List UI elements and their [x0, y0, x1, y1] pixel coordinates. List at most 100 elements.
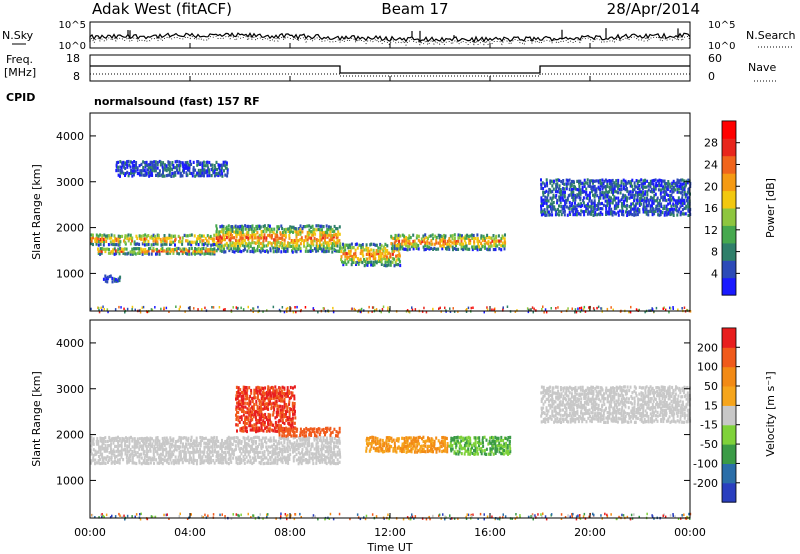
- heatmap-cell: [147, 437, 150, 441]
- heatmap-cell: [483, 242, 486, 246]
- heatmap-cell: [184, 161, 187, 165]
- heatmap-cell: [345, 243, 348, 247]
- heatmap-cell: [457, 310, 459, 313]
- heatmap-cell: [202, 234, 205, 238]
- heatmap-cell: [408, 234, 411, 238]
- heatmap-cell: [398, 239, 401, 243]
- heatmap-cell: [560, 189, 563, 194]
- heatmap-cell: [258, 238, 261, 242]
- heatmap-cell: [267, 427, 270, 431]
- heatmap-cell: [448, 247, 451, 251]
- heatmap-cell: [101, 444, 104, 448]
- heatmap-cell: [415, 242, 418, 246]
- heatmap-cell: [171, 162, 174, 166]
- heatmap-cell: [439, 241, 441, 245]
- heatmap-cell: [547, 199, 550, 203]
- heatmap-cell: [251, 418, 254, 422]
- heatmap-cell: [208, 248, 210, 252]
- heatmap-cell: [597, 181, 600, 185]
- heatmap-cell: [128, 449, 131, 453]
- heatmap-cell: [342, 249, 345, 253]
- heatmap-cell: [269, 247, 272, 251]
- heatmap-cell: [399, 247, 402, 251]
- heatmap-cell: [571, 411, 574, 415]
- heatmap-cell: [124, 242, 127, 246]
- heatmap-cell: [471, 245, 474, 249]
- heatmap-cell: [167, 450, 170, 454]
- heatmap-cell: [185, 251, 187, 255]
- heatmap-cell: [113, 247, 116, 251]
- heatmap-cell: [262, 400, 265, 404]
- heatmap-cell: [359, 310, 362, 314]
- heatmap-cell: [612, 190, 615, 195]
- heatmap-cell: [547, 389, 550, 393]
- heatmap-cell: [557, 178, 560, 182]
- heatmap-cell: [92, 437, 95, 441]
- heatmap-cell: [570, 417, 573, 421]
- heatmap-cell: [401, 436, 404, 440]
- heatmap-cell: [138, 453, 141, 457]
- heatmap-cell: [363, 264, 366, 268]
- heatmap-cell: [288, 396, 291, 401]
- heatmap-cell: [279, 396, 282, 400]
- heatmap-cell: [556, 212, 559, 216]
- heatmap-cell: [209, 455, 212, 460]
- heatmap-cell: [638, 203, 641, 207]
- heatmap-cell: [652, 209, 655, 213]
- heatmap-cell: [485, 241, 488, 245]
- heatmap-cell: [166, 251, 169, 256]
- heatmap-cell: [278, 398, 281, 403]
- heatmap-cell: [567, 397, 570, 402]
- heatmap-cell: [96, 461, 98, 465]
- heatmap-cell: [99, 439, 102, 443]
- heatmap-cell: [126, 439, 129, 443]
- heatmap-cell: [124, 311, 126, 314]
- heatmap-cell: [112, 436, 115, 441]
- heatmap-cell: [212, 459, 215, 463]
- heatmap-cell: [657, 208, 659, 212]
- heatmap-cell: [255, 388, 258, 392]
- heatmap-cell: [241, 426, 244, 430]
- heatmap-cell: [277, 249, 280, 253]
- heatmap-cell: [132, 173, 135, 177]
- heatmap-cell: [245, 232, 248, 236]
- heatmap-cell: [238, 399, 241, 403]
- heatmap-cell: [460, 236, 463, 240]
- heatmap-cell: [313, 452, 316, 456]
- heatmap-cell: [249, 450, 251, 454]
- heatmap-cell: [572, 400, 575, 404]
- heatmap-cell: [554, 208, 557, 212]
- heatmap-cell: [685, 182, 687, 186]
- heatmap-cell: [680, 210, 683, 214]
- heatmap-cell: [582, 196, 585, 200]
- heatmap-cell: [139, 236, 141, 240]
- heatmap-cell: [424, 439, 427, 443]
- heatmap-cell: [199, 171, 202, 175]
- heatmap-cell: [644, 205, 647, 209]
- heatmap-cell: [246, 401, 249, 405]
- heatmap-cell: [211, 163, 214, 167]
- heatmap-cell: [187, 163, 190, 167]
- heatmap-cell: [107, 234, 110, 238]
- heatmap-cell: [323, 231, 325, 235]
- heatmap-cell: [279, 241, 282, 245]
- heatmap-cell: [260, 415, 263, 419]
- heatmap-cell: [245, 415, 248, 419]
- heatmap-cell: [386, 260, 389, 264]
- heatmap-cell: [313, 236, 316, 240]
- heatmap-cell: [217, 460, 220, 465]
- heatmap-cell: [221, 172, 224, 176]
- heatmap-cell: [677, 199, 680, 203]
- heatmap-cell: [545, 391, 548, 395]
- heatmap-cell: [138, 437, 141, 441]
- heatmap-cell: [202, 452, 205, 456]
- heatmap-cell: [446, 443, 449, 448]
- heatmap-cell: [273, 442, 275, 446]
- heatmap-cell: [108, 275, 111, 279]
- nave-trace: [90, 73, 690, 77]
- heatmap-cell: [181, 251, 184, 256]
- heatmap-cell: [162, 442, 165, 446]
- heatmap-cell: [262, 397, 265, 401]
- heatmap-cell: [127, 251, 130, 255]
- heatmap-cell: [224, 453, 227, 457]
